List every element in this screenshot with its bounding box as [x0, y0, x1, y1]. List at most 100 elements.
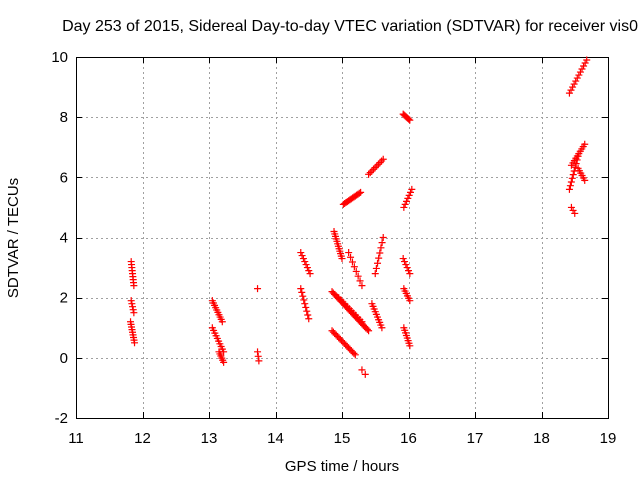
x-tick-label: 17 — [467, 430, 484, 447]
data-point — [571, 209, 579, 217]
data-point — [299, 292, 307, 300]
data-point — [350, 349, 358, 357]
data-point — [377, 244, 385, 252]
data-point — [573, 156, 581, 164]
data-point — [347, 253, 355, 261]
data-point — [130, 309, 138, 317]
x-tick-label: 13 — [201, 430, 218, 447]
data-point — [371, 270, 379, 278]
data-point — [405, 115, 413, 123]
y-tick-label: -2 — [55, 410, 68, 427]
y-tick-labels: -2 0 2 4 6 8 10 — [51, 49, 68, 427]
data-point — [352, 267, 360, 275]
data-point — [298, 252, 306, 260]
data-point — [379, 155, 387, 163]
chart-title: Day 253 of 2015, Sidereal Day-to-day VTE… — [62, 18, 638, 35]
data-point — [373, 162, 381, 170]
data-point — [376, 249, 384, 257]
data-point — [354, 272, 362, 280]
data-point — [129, 306, 137, 314]
y-tick-label: 2 — [60, 290, 68, 307]
grid-lines — [76, 57, 608, 418]
data-point — [361, 370, 369, 378]
data-point — [403, 264, 411, 272]
data-point — [404, 194, 412, 202]
data-point — [299, 255, 307, 263]
data-point — [303, 264, 311, 272]
data-point — [305, 315, 313, 323]
data-point — [300, 296, 308, 304]
data-point — [371, 164, 379, 172]
data-point — [572, 77, 580, 85]
y-axis-label: SDTVAR / TECUs — [5, 178, 22, 298]
data-point — [298, 288, 306, 296]
data-point — [574, 152, 582, 160]
data-point — [355, 189, 363, 197]
data-point — [304, 311, 312, 319]
x-tick-label: 16 — [400, 430, 417, 447]
data-point — [405, 267, 412, 275]
data-point — [350, 263, 358, 271]
x-tick-label: 14 — [267, 430, 284, 447]
y-tick-label: 10 — [51, 49, 68, 66]
data-point — [255, 357, 263, 365]
data-point — [372, 264, 380, 272]
y-tick-label: 0 — [60, 350, 68, 367]
data-point — [408, 185, 416, 193]
data-point — [254, 348, 262, 356]
x-tick-label: 18 — [533, 430, 550, 447]
data-point — [297, 249, 305, 257]
data-point — [297, 285, 305, 293]
data-point — [399, 255, 407, 263]
data-point — [565, 185, 573, 193]
x-tick-label: 11 — [68, 430, 84, 447]
data-point — [406, 270, 414, 278]
data-point — [572, 160, 580, 168]
y-tick-label: 4 — [60, 230, 68, 247]
data-point — [365, 170, 373, 178]
data-point — [301, 300, 309, 308]
data-point — [570, 80, 578, 88]
data-point — [302, 261, 310, 269]
data-point — [128, 300, 136, 308]
data-point — [569, 83, 577, 91]
data-point — [254, 285, 262, 293]
data-point — [580, 62, 588, 70]
data-point — [338, 255, 346, 263]
y-tick-label: 6 — [60, 169, 68, 186]
data-point — [375, 254, 383, 262]
data-point — [254, 352, 262, 360]
data-point — [357, 188, 365, 196]
data-point — [406, 342, 414, 350]
data-point — [567, 86, 575, 94]
data-point — [363, 325, 371, 333]
data-point — [303, 307, 311, 315]
data-point — [220, 358, 228, 366]
data-point — [366, 169, 374, 177]
data-point — [406, 116, 414, 124]
data-point — [583, 56, 591, 64]
data-point — [581, 140, 589, 148]
data-point — [567, 203, 575, 211]
data-point — [374, 160, 382, 168]
data-point — [129, 303, 137, 311]
data-point — [301, 258, 309, 266]
y-tick-label: 8 — [60, 109, 68, 126]
data-point — [369, 165, 377, 173]
data-point — [378, 157, 386, 165]
data-point — [379, 234, 387, 241]
data-point — [401, 258, 409, 266]
data-point — [405, 191, 413, 199]
x-axis-label: GPS time / hours — [285, 458, 399, 475]
data-point — [356, 277, 364, 285]
data-point — [581, 176, 589, 184]
data-point — [569, 171, 577, 179]
data-point — [306, 270, 314, 278]
x-tick-label: 12 — [134, 430, 151, 447]
data-point — [569, 206, 577, 214]
data-points — [127, 56, 591, 378]
x-tick-label: 15 — [334, 430, 351, 447]
x-tick-label: 19 — [600, 430, 617, 447]
data-point — [131, 339, 139, 347]
